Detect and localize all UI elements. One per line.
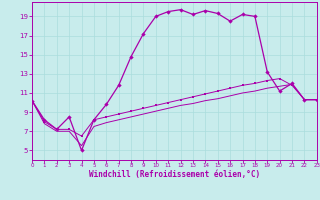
X-axis label: Windchill (Refroidissement éolien,°C): Windchill (Refroidissement éolien,°C) <box>89 170 260 179</box>
